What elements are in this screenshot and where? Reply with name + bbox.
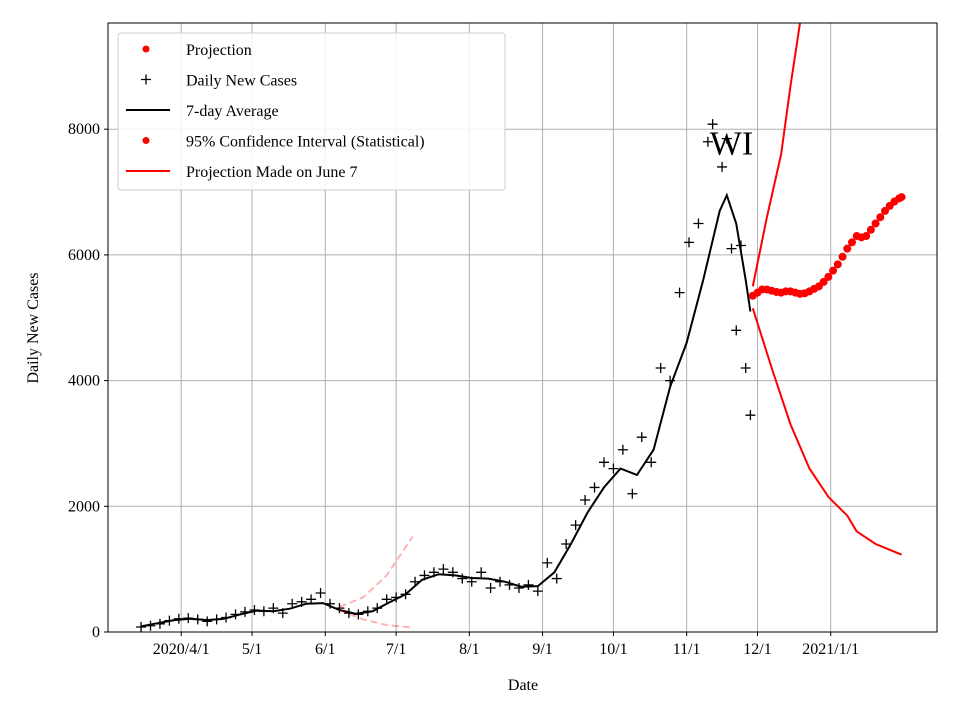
projection-dot	[838, 252, 847, 261]
projection-dot	[881, 206, 890, 215]
legend-label: Projection	[186, 42, 252, 59]
x-tick-label: 11/1	[673, 641, 701, 658]
case-marker	[608, 463, 619, 474]
y-tick-label: 6000	[68, 247, 100, 264]
projection-dot	[833, 260, 842, 269]
case-marker	[740, 363, 751, 374]
projection-dot	[866, 225, 875, 234]
x-tick-label: 8/1	[459, 641, 479, 658]
case-marker	[617, 444, 628, 455]
case-marker	[589, 482, 600, 493]
y-axis-label: Daily New Cases	[25, 272, 42, 383]
case-marker	[693, 218, 704, 229]
case-marker	[627, 488, 638, 499]
case-marker	[702, 136, 713, 147]
june-projection-lower	[339, 609, 413, 629]
annotation: WI	[710, 125, 753, 162]
ci-lower	[751, 307, 902, 556]
x-tick-label: 12/1	[743, 641, 771, 658]
case-marker	[513, 583, 524, 594]
case-marker	[721, 133, 732, 144]
case-marker	[745, 410, 756, 421]
case-marker	[726, 243, 737, 254]
legend-dot	[142, 137, 150, 144]
case-marker	[551, 573, 562, 584]
x-tick-label: 6/1	[315, 641, 335, 658]
case-marker	[674, 287, 685, 298]
legend-label: Projection Made on June 7	[186, 164, 358, 181]
y-tick-label: 8000	[68, 121, 100, 138]
projection-dot	[862, 232, 871, 241]
case-marker	[561, 539, 572, 550]
case-marker	[636, 432, 647, 443]
case-marker	[707, 119, 718, 130]
x-axis-label: Date	[508, 677, 538, 694]
x-tick-label: 7/1	[386, 641, 406, 658]
legend-dot	[142, 45, 150, 53]
projection-dot	[847, 238, 856, 247]
y-tick-label: 0	[92, 624, 100, 641]
x-tick-label: 10/1	[599, 641, 627, 658]
case-marker	[476, 567, 487, 578]
case-marker	[457, 573, 468, 584]
projection-dot	[843, 244, 852, 253]
june-projection-upper	[339, 535, 414, 608]
case-marker	[523, 579, 534, 590]
case-marker	[646, 457, 657, 468]
x-tick-label: 2020/4/1	[153, 641, 210, 658]
x-tick-label: 9/1	[532, 641, 552, 658]
case-marker	[655, 363, 666, 374]
plot-area	[136, 23, 906, 632]
case-marker	[570, 520, 581, 531]
projection-dot	[824, 272, 833, 281]
case-marker	[580, 495, 591, 506]
projection-dot	[819, 277, 828, 286]
plot-frame	[107, 22, 938, 633]
case-marker	[202, 616, 213, 627]
case-marker	[731, 325, 742, 336]
projection-dot	[876, 213, 885, 222]
case-marker	[542, 557, 553, 568]
x-tick-label: 5/1	[242, 641, 262, 658]
legend-label: 7-day Average	[186, 103, 279, 120]
case-marker	[598, 457, 609, 468]
legend-plus	[141, 74, 151, 85]
legend-label: 95% Confidence Interval (Statistical)	[186, 134, 425, 151]
average-line	[140, 192, 752, 628]
ci-upper	[751, 23, 801, 287]
projection-dot	[829, 266, 838, 275]
legend-box	[117, 32, 506, 191]
case-marker	[136, 621, 147, 632]
projection-dot	[871, 219, 880, 228]
case-marker	[532, 586, 543, 597]
case-marker	[485, 583, 496, 594]
case-marker	[684, 237, 695, 248]
case-marker	[315, 588, 326, 599]
case-marker	[438, 564, 449, 575]
projection-dot	[897, 193, 906, 202]
case-marker	[717, 161, 728, 172]
y-tick-label: 2000	[68, 498, 100, 515]
x-tick-label: 2021/1/1	[802, 641, 859, 658]
legend-label: Daily New Cases	[186, 73, 297, 90]
y-tick-label: 4000	[68, 373, 100, 390]
